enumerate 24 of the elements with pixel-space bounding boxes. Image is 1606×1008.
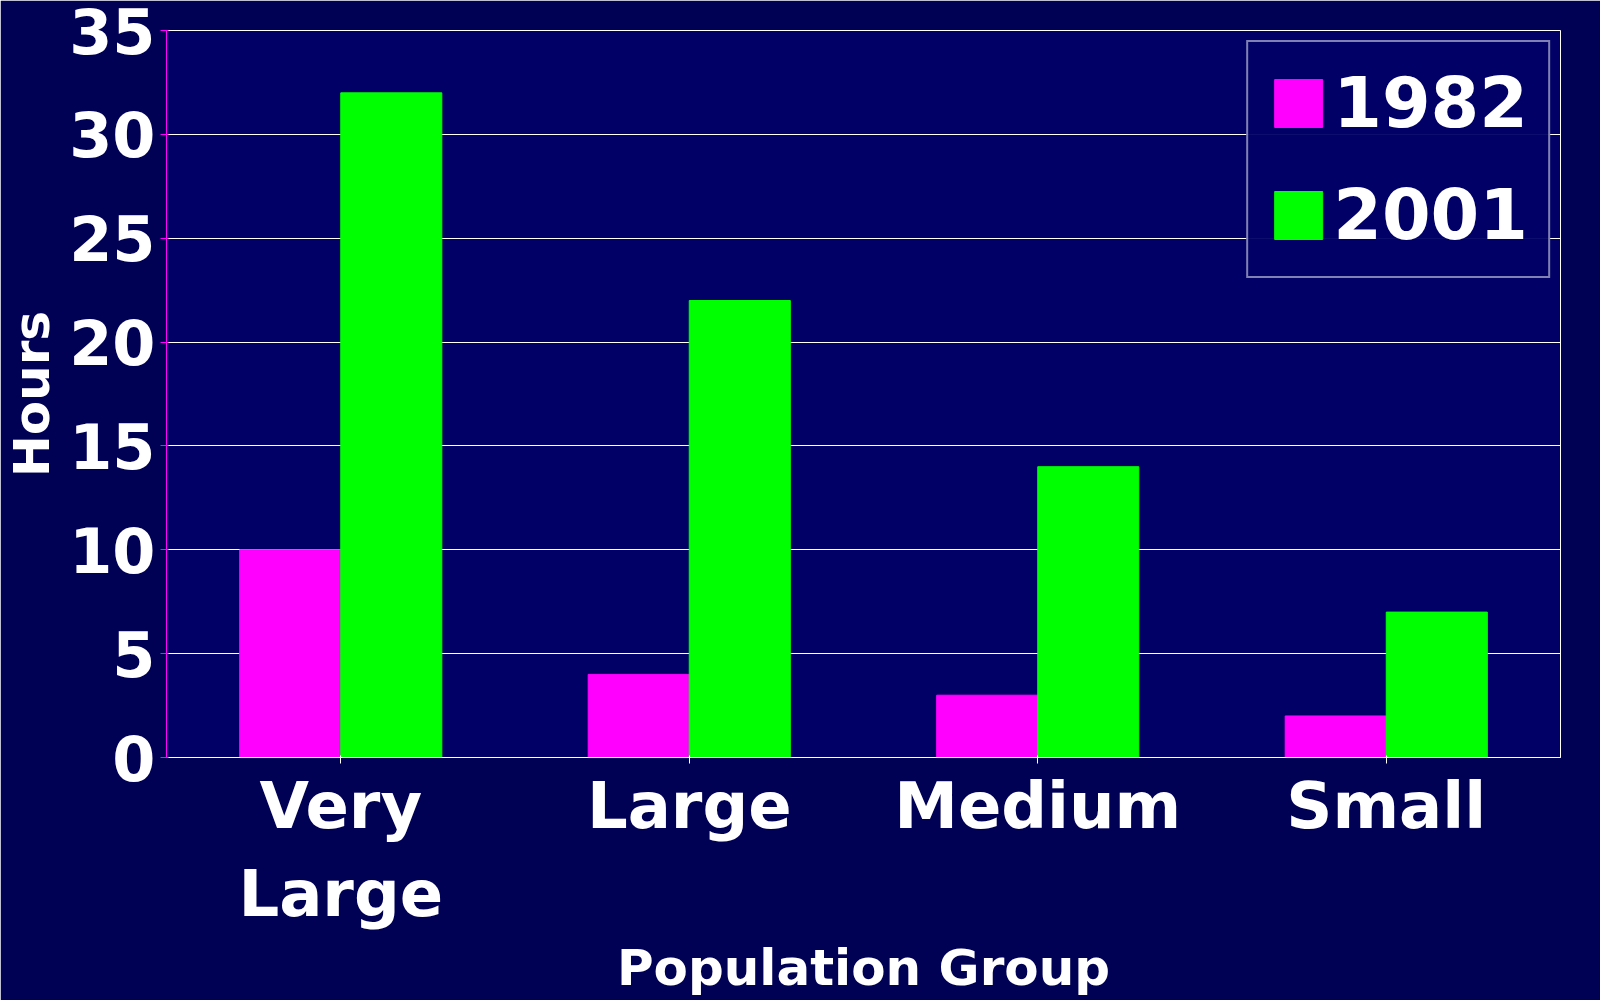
legend-label: 2001	[1333, 174, 1528, 256]
bar	[1385, 611, 1488, 758]
y-tick-label: 5	[112, 618, 156, 692]
x-tick-label: Small	[1286, 768, 1487, 843]
y-tick-label: 25	[69, 203, 156, 277]
bar	[340, 92, 443, 758]
y-tick-label: 35	[69, 0, 156, 69]
bar	[936, 694, 1039, 758]
legend-label: 1982	[1333, 62, 1528, 144]
y-tick-label: 15	[69, 410, 156, 484]
x-tick-label: Very Large	[238, 768, 444, 932]
bar	[587, 673, 690, 758]
x-tick-label: Large	[586, 768, 792, 843]
bar	[239, 549, 342, 758]
y-tick-label: 20	[69, 307, 156, 381]
bar	[1037, 466, 1140, 758]
y-axis-title: Hours	[3, 310, 62, 478]
bar	[688, 300, 791, 758]
y-tick-label: 10	[69, 514, 156, 588]
bar	[1284, 715, 1387, 758]
x-tick-label: Medium	[894, 768, 1182, 843]
y-tick-label: 0	[112, 722, 156, 796]
x-axis-title: Population Group	[616, 939, 1111, 998]
y-tick-label: 30	[69, 99, 156, 173]
